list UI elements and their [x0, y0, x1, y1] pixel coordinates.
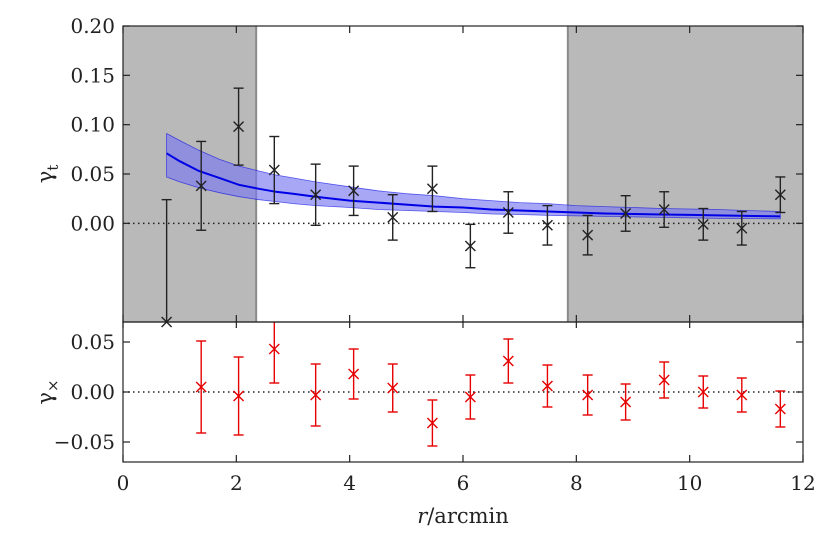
point-marker [620, 396, 632, 408]
point-marker [387, 382, 399, 394]
bottom-y-axis-label: γ× [33, 379, 62, 404]
x-tick-label: 10 [677, 471, 702, 495]
gamma-t-point [736, 210, 748, 246]
gamma-x-point [697, 375, 709, 409]
gamma-x-point [310, 363, 322, 427]
point-marker [233, 390, 245, 402]
point-marker [310, 189, 322, 201]
gamma-x-point [268, 322, 280, 384]
y-tick-label: 0.00 [70, 380, 115, 404]
x-axis-label: r/arcmin [417, 504, 509, 528]
gamma-t-point [310, 163, 322, 227]
excluded-region [567, 26, 803, 322]
point-marker [582, 389, 594, 401]
gamma-x-point [582, 374, 594, 416]
model-curve [166, 152, 781, 218]
gamma-t-point [774, 176, 786, 214]
x-axis-variable: r [417, 504, 429, 528]
point-marker [268, 164, 280, 176]
y-tick-label: 0.20 [70, 14, 115, 38]
gamma-t-data-points [161, 87, 786, 328]
bottom-y-ticks: −0.05 0.00 0.05 [54, 330, 803, 454]
gamma-x-point [195, 340, 207, 434]
x-tick-label: 2 [230, 471, 243, 495]
y-tick-label: 0.05 [70, 330, 115, 354]
gamma-t-point [268, 135, 280, 205]
gamma-t-point [697, 207, 709, 241]
gamma-t-point [348, 165, 360, 217]
gamma-x-point [348, 348, 360, 400]
point-marker [387, 211, 399, 223]
y-tick-label: 0.05 [70, 162, 115, 186]
gamma-t-point [502, 191, 514, 234]
gamma-x-point [464, 374, 476, 420]
gamma-x-point [658, 361, 670, 399]
point-marker [736, 389, 748, 401]
point-marker [195, 180, 207, 192]
gamma-x-point [426, 399, 438, 447]
point-marker [348, 185, 360, 197]
top-panel: 0.00 0.05 0.10 0.15 0.20 γt [33, 14, 804, 328]
gamma-x-point [774, 390, 786, 428]
point-marker [464, 391, 476, 403]
model-line [166, 152, 781, 218]
point-marker [195, 381, 207, 393]
point-marker [541, 380, 553, 392]
y-tick-label: 0.10 [70, 113, 115, 137]
point-marker [658, 204, 670, 216]
gamma-t-point [582, 214, 594, 256]
point-marker [348, 368, 360, 380]
x-tick-label: 8 [570, 471, 583, 495]
top-y-axis-subscript: t [44, 165, 62, 171]
gamma-t-point [464, 223, 476, 269]
point-marker [502, 206, 514, 218]
x-tick-label: 6 [457, 471, 470, 495]
y-tick-label: 0.15 [70, 63, 115, 87]
point-marker [233, 121, 245, 133]
point-marker [426, 183, 438, 195]
gamma-t-point [195, 140, 207, 231]
point-marker [464, 240, 476, 252]
bottom-panel: −0.050.000.05 0 2 4 6 8 10 12 γ× r/arcmin [33, 26, 816, 528]
bottom-x-ticks: 0 2 4 6 8 10 12 [117, 26, 816, 495]
top-y-axis-label: γt [33, 165, 62, 184]
point-marker [582, 229, 594, 241]
point-marker [774, 189, 786, 201]
gamma-t-point [233, 87, 245, 166]
x-tick-label: 4 [343, 471, 356, 495]
point-marker [268, 343, 280, 355]
gamma-t-point [387, 194, 399, 241]
gamma-x-point [502, 338, 514, 384]
point-marker [697, 218, 709, 230]
point-marker [620, 207, 632, 219]
point-marker [426, 417, 438, 429]
x-tick-label: 12 [790, 471, 815, 495]
y-tick-label: 0.00 [70, 211, 115, 235]
point-marker [310, 389, 322, 401]
gamma-x-point [233, 356, 245, 436]
point-marker [658, 374, 670, 386]
gamma-t-point [620, 195, 632, 232]
point-marker [774, 403, 786, 415]
top-y-ticks: 0.00 0.05 0.10 0.15 0.20 [70, 14, 803, 235]
gamma-t-point [658, 191, 670, 228]
gamma-x-point [736, 377, 748, 413]
top-y-axis-symbol: γ [33, 171, 57, 184]
point-marker [697, 386, 709, 398]
point-marker [541, 219, 553, 231]
x-axis-unit: /arcmin [427, 504, 509, 528]
bottom-y-axis-symbol: γ [33, 392, 57, 405]
gamma-x-data-points [195, 322, 786, 447]
point-marker [736, 222, 748, 234]
gamma-x-point [620, 383, 632, 421]
y-tick-label: −0.05 [54, 430, 115, 454]
point-marker [502, 355, 514, 367]
gamma-x-point [541, 364, 553, 408]
gamma-t-point [426, 165, 438, 213]
gamma-x-point [387, 363, 399, 413]
gamma-t-point [541, 204, 553, 246]
bottom-y-axis-subscript: × [44, 379, 62, 392]
x-tick-label: 0 [117, 471, 130, 495]
